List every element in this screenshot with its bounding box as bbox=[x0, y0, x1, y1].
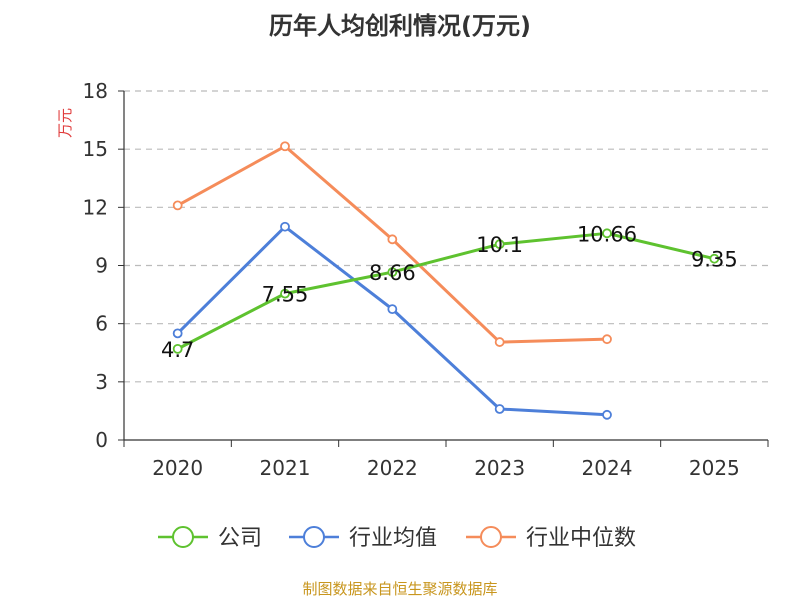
data-label: 7.55 bbox=[262, 283, 309, 307]
series-line bbox=[176, 225, 608, 417]
data-label: 10.1 bbox=[476, 233, 523, 257]
y-tick-label: 15 bbox=[83, 137, 108, 161]
data-label: 9.35 bbox=[691, 248, 738, 272]
legend-label: 行业均值 bbox=[349, 526, 437, 551]
data-point bbox=[280, 221, 290, 232]
data-label: 10.66 bbox=[577, 222, 637, 246]
x-tick-label: 2023 bbox=[474, 456, 525, 480]
data-point bbox=[280, 141, 290, 152]
data-point bbox=[494, 404, 505, 414]
data-label: 8.66 bbox=[369, 261, 416, 285]
data-source-note: 制图数据来自恒生聚源数据库 bbox=[302, 580, 498, 598]
x-tick-label: 2022 bbox=[367, 456, 418, 480]
x-tick-label: 2021 bbox=[260, 456, 311, 480]
data-point bbox=[172, 200, 183, 211]
data-label: 4.7 bbox=[161, 338, 194, 362]
data-point bbox=[280, 288, 290, 299]
data-point bbox=[494, 239, 505, 250]
data-point bbox=[387, 304, 398, 315]
data-point bbox=[602, 334, 612, 345]
data-point bbox=[387, 234, 398, 245]
y-axis-label: 万元 bbox=[56, 108, 74, 138]
data-point bbox=[172, 328, 183, 339]
y-tick-label: 18 bbox=[83, 79, 108, 103]
series-line bbox=[176, 231, 715, 351]
y-tick-label: 9 bbox=[95, 254, 108, 278]
legend-label: 公司 bbox=[218, 526, 262, 551]
y-tick-label: 3 bbox=[95, 370, 108, 394]
y-tick-label: 12 bbox=[83, 195, 108, 219]
legend-marker bbox=[172, 526, 194, 548]
x-tick-label: 2020 bbox=[152, 456, 203, 480]
data-point bbox=[494, 337, 505, 347]
legend-marker bbox=[303, 526, 325, 548]
legend-marker bbox=[480, 526, 502, 548]
data-point bbox=[709, 253, 720, 264]
y-tick-label: 0 bbox=[95, 428, 108, 452]
data-point bbox=[387, 267, 398, 277]
data-point bbox=[172, 343, 183, 354]
y-tick-label: 6 bbox=[95, 312, 108, 336]
chart-title: 历年人均创利情况(万元) bbox=[269, 12, 531, 40]
data-point bbox=[602, 409, 612, 420]
x-tick-label: 2025 bbox=[689, 456, 740, 480]
x-tick-label: 2024 bbox=[582, 456, 633, 480]
data-point bbox=[602, 228, 612, 239]
legend-label: 行业中位数 bbox=[526, 526, 636, 551]
